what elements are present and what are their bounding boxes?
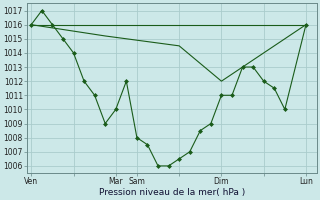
X-axis label: Pression niveau de la mer( hPa ): Pression niveau de la mer( hPa ) — [99, 188, 245, 197]
